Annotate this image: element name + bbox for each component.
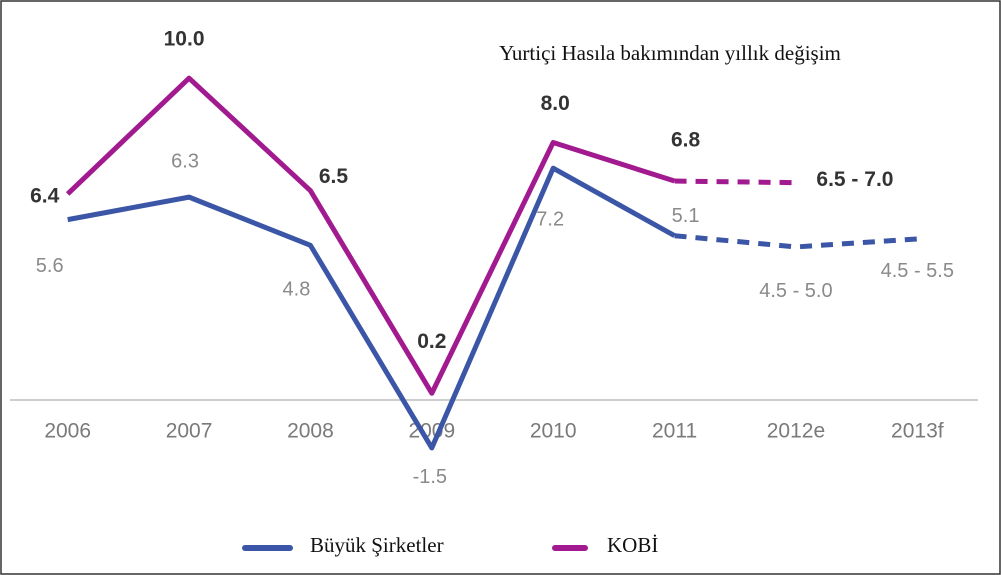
data-label: 8.0 (541, 92, 570, 115)
data-label: 5.1 (672, 205, 700, 227)
data-label: 5.6 (36, 255, 64, 277)
data-label: 6.8 (671, 129, 701, 152)
series-line (674, 233, 918, 250)
data-label: 6.5 - 7.0 (816, 168, 893, 191)
legend-label: KOBİ (607, 533, 658, 557)
data-label: 10.0 (164, 28, 205, 51)
x-tick-label: 2007 (166, 420, 213, 443)
data-label: 0.2 (417, 330, 446, 353)
legend-label: Büyük Şirketler (310, 533, 444, 557)
series-line (674, 178, 796, 186)
x-tick-label: 2011 (652, 420, 697, 443)
x-tick-label: 2012e (767, 420, 825, 443)
data-label: 6.3 (171, 150, 199, 172)
data-label: 6.4 (30, 184, 60, 207)
x-tick-label: 2006 (44, 420, 91, 443)
data-label: 7.2 (536, 208, 564, 230)
data-label: -1.5 (413, 466, 447, 488)
data-label: 4.5 - 5.0 (759, 280, 832, 302)
data-label: 4.8 (283, 279, 311, 301)
data-label: 6.5 (319, 165, 349, 188)
series-line (67, 165, 676, 451)
data-label: 4.5 - 5.5 (881, 260, 954, 282)
chart-title: Yurtiçi Hasıla bakımından yıllık değişim (499, 41, 841, 65)
series-line (65, 75, 676, 396)
x-tick-label: 2008 (287, 420, 334, 443)
x-tick-label: 2013f (891, 420, 944, 443)
x-tick-label: 2010 (530, 420, 577, 443)
